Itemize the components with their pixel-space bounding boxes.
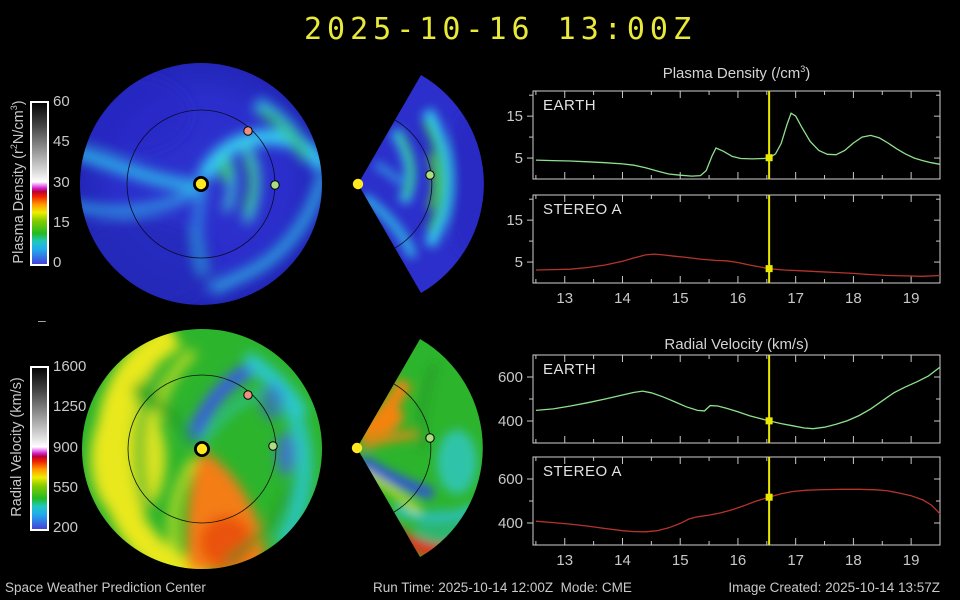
subplot-label: EARTH [543, 361, 596, 378]
density-colorbar-sup3: 3 [9, 105, 19, 111]
series-line [535, 488, 941, 533]
x-tick-label: 17 [787, 290, 804, 307]
subplot-label: EARTH [543, 97, 596, 114]
x-tick-label: 13 [556, 290, 573, 307]
x-tick-label: 18 [845, 290, 862, 307]
density-title-sup: 3 [800, 64, 806, 74]
colorbar-tick-label: 45 [53, 133, 70, 151]
x-tick-label: 16 [730, 552, 747, 569]
density-wedge-art [360, 107, 484, 259]
x-tick-label: 14 [614, 290, 631, 307]
y-tick-label: 400 [498, 413, 523, 430]
x-tick-label: 19 [903, 290, 920, 307]
sun-marker [351, 442, 363, 454]
x-tick-label: 17 [787, 552, 804, 569]
earth-orbit-arc [393, 383, 432, 513]
current-time-marker [765, 417, 773, 425]
org-label: Space Weather Prediction Center [5, 580, 206, 595]
dash-mark: – [38, 312, 46, 328]
earth-marker [268, 441, 278, 451]
colorbar-tick-label: 1250 [53, 398, 87, 416]
velocity-colorbar-ticks: 200 550 900 1250 1600 [53, 358, 97, 536]
series-line [535, 253, 941, 277]
density-title-text: Plasma Density (/cm [662, 65, 801, 82]
x-tick-label: 18 [845, 552, 862, 569]
density-title-post: ) [805, 65, 811, 82]
current-time-marker [765, 493, 773, 501]
x-tick-label: 19 [903, 552, 920, 569]
velocity-meridional-map [351, 339, 483, 557]
subplot-label: STEREO A [543, 201, 622, 218]
y-tick-label: 15 [506, 212, 523, 229]
status-bar: Space Weather Prediction Center Run Time… [0, 580, 960, 600]
x-tick-label: 16 [730, 290, 747, 307]
current-time-marker [765, 265, 773, 273]
stereo-a-marker [243, 390, 253, 400]
sun-marker [352, 178, 364, 190]
y-tick-label: 15 [506, 108, 523, 125]
density-colorbar-sup2: 2 [9, 144, 19, 150]
sun-marker [196, 443, 208, 455]
series-line [535, 112, 941, 177]
colorbar-tick-label: 1600 [53, 358, 87, 375]
velocity-title-text: Radial Velocity (km/s) [664, 336, 809, 353]
colorbar-tick-label: 60 [53, 93, 70, 110]
plasma-density-stereo-a-plot: 13 14 15 16 17 18 19 5 15 STEREO A [506, 194, 941, 307]
sun-marker [195, 178, 207, 190]
y-tick-label: 5 [515, 254, 523, 271]
density-colorbar-label-post: ) [10, 100, 27, 106]
x-tick-label: 14 [614, 552, 631, 569]
velocity-colorbar-label-text: Radial Velocity (km/s) [9, 377, 25, 517]
colorbar-tick-label: 0 [53, 254, 62, 271]
density-colorbar-label-mid: N/cm [10, 110, 27, 145]
radial-velocity-stereo-a-plot: 13 14 15 16 17 18 19 400 600 STEREO A [498, 456, 941, 569]
image-created-label: Image Created: 2025-10-14 13:57Z [728, 580, 940, 595]
velocity-panel-title: Radial Velocity (km/s) [533, 336, 940, 353]
series-line [535, 366, 941, 430]
run-time-label: Run Time: 2025-10-14 12:00Z Mode: CME [373, 580, 632, 595]
plasma-density-earth-plot: 5 15 EARTH [506, 90, 941, 180]
velocity-ecliptic-map [82, 329, 322, 569]
plot-border [532, 194, 941, 284]
radial-velocity-earth-plot: 400 600 EARTH [498, 354, 941, 444]
colorbar-tick-label: 900 [53, 438, 79, 456]
velocity-colorbar-label: Radial Velocity (km/s) [9, 337, 29, 557]
x-tick-label: 13 [556, 552, 573, 569]
density-colorbar [30, 101, 49, 266]
earth-marker [270, 180, 280, 190]
y-tick-label: 600 [498, 471, 523, 488]
x-tick-label: 15 [672, 552, 689, 569]
velocity-flow-art [90, 329, 313, 569]
density-wedge [358, 75, 484, 293]
subplot-label: STEREO A [543, 463, 622, 480]
y-tick-label: 400 [498, 515, 523, 532]
density-meridional-map [352, 75, 484, 293]
earth-marker [425, 433, 435, 443]
colorbar-tick-label: 550 [53, 478, 79, 496]
y-tick-label: 5 [515, 150, 523, 167]
earth-orbit-arc [394, 119, 433, 249]
velocity-colorbar [30, 366, 49, 531]
density-colorbar-label: Plasma Density (r2N/cm3) [9, 72, 29, 292]
colorbar-tick-label: 200 [53, 519, 79, 536]
density-colorbar-label-text: Plasma Density (r [10, 149, 27, 264]
current-time-marker [765, 154, 773, 162]
y-tick-label: 600 [498, 369, 523, 386]
colorbar-tick-label: 30 [53, 173, 70, 191]
stereo-a-marker [243, 126, 253, 136]
plot-border [532, 90, 941, 180]
density-ecliptic-map [80, 63, 322, 305]
x-tick-label: 15 [672, 290, 689, 307]
timestamp-title: 2025-10-16 13:00Z [303, 12, 697, 47]
earth-marker [425, 170, 435, 180]
density-panel-title: Plasma Density (/cm3) [533, 64, 940, 82]
density-colorbar-ticks: 0 15 30 45 60 [53, 93, 97, 271]
colorbar-tick-label: 15 [53, 213, 70, 231]
